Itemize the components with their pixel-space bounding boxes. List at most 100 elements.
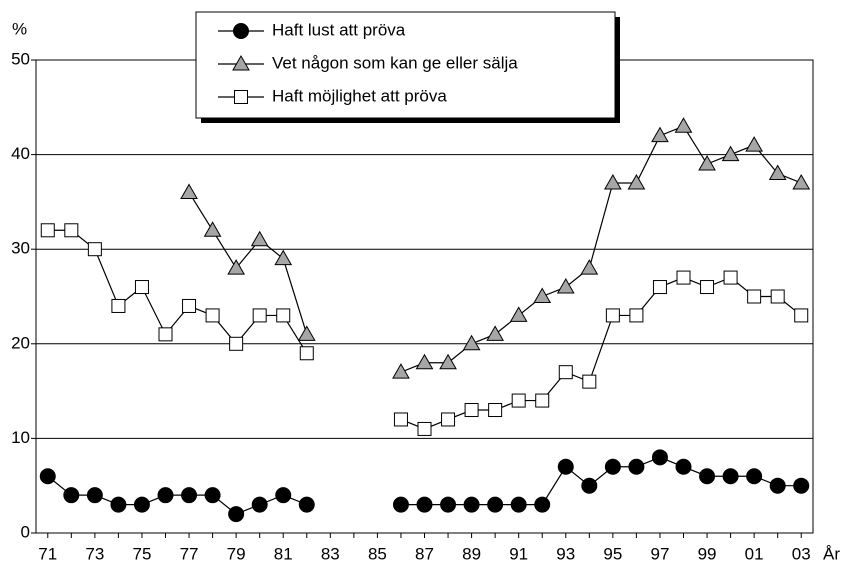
data-point xyxy=(415,353,434,370)
x-tick-label: 87 xyxy=(415,544,434,563)
data-point xyxy=(87,242,102,257)
data-point xyxy=(392,496,409,513)
data-point xyxy=(629,308,644,323)
legend-marker xyxy=(232,54,250,71)
data-point xyxy=(699,468,716,485)
data-point xyxy=(746,468,763,485)
data-point xyxy=(86,487,103,504)
data-point xyxy=(723,270,738,285)
data-point xyxy=(227,259,245,275)
x-tick-label: 93 xyxy=(556,544,575,563)
data-point xyxy=(158,327,173,342)
data-point xyxy=(440,496,457,513)
data-point xyxy=(488,403,503,418)
x-tick-label: 83 xyxy=(321,544,340,563)
data-point xyxy=(604,458,621,475)
data-point xyxy=(393,412,408,427)
x-tick-label: 81 xyxy=(274,544,293,563)
data-point xyxy=(64,223,79,238)
data-point xyxy=(794,308,809,323)
data-point xyxy=(229,336,244,351)
data-point xyxy=(297,325,316,341)
data-point xyxy=(792,173,811,190)
x-axis-label: År xyxy=(823,544,840,563)
data-point xyxy=(745,136,763,152)
data-point xyxy=(721,145,740,162)
data-point xyxy=(181,487,198,504)
x-tick-label: 03 xyxy=(792,544,811,563)
data-point xyxy=(157,487,174,504)
data-point xyxy=(557,458,574,475)
x-tick-label: 77 xyxy=(180,544,199,563)
plot-area xyxy=(35,59,814,534)
y-tick-label: 50 xyxy=(11,49,30,68)
data-point xyxy=(676,270,691,285)
data-point xyxy=(134,280,149,295)
data-point xyxy=(462,334,481,351)
data-point xyxy=(182,298,197,313)
data-point xyxy=(416,496,433,513)
data-point xyxy=(299,346,314,361)
legend-label: Haft möjlighet att pröva xyxy=(272,86,447,105)
y-tick-label: 10 xyxy=(11,428,30,447)
data-point xyxy=(793,477,810,494)
data-point xyxy=(534,496,551,513)
data-point xyxy=(652,280,667,295)
data-point xyxy=(582,374,597,389)
data-point xyxy=(628,458,645,475)
data-point xyxy=(581,477,598,494)
x-tick-label: 89 xyxy=(462,544,481,563)
x-tick-label: 97 xyxy=(650,544,669,563)
data-point xyxy=(769,477,786,494)
data-point xyxy=(40,223,55,238)
data-point xyxy=(651,449,668,466)
x-tick-label: 99 xyxy=(698,544,717,563)
legend-label: Vet någon som kan ge eller sälja xyxy=(272,53,518,72)
data-point xyxy=(605,308,620,323)
data-point xyxy=(510,496,527,513)
data-point xyxy=(722,468,739,485)
x-tick-label: 95 xyxy=(603,544,622,563)
x-tick-label: 75 xyxy=(132,544,151,563)
data-point xyxy=(110,496,127,513)
y-tick-label: 30 xyxy=(11,239,30,258)
data-point xyxy=(203,221,222,237)
data-point xyxy=(770,289,785,304)
data-point xyxy=(675,458,692,475)
x-tick-label: 01 xyxy=(745,544,764,563)
data-point xyxy=(251,496,268,513)
y-tick-label: 0 xyxy=(21,522,30,541)
data-point xyxy=(392,363,410,379)
data-point xyxy=(180,183,198,199)
data-point xyxy=(439,353,457,370)
legend-label: Haft lust att pröva xyxy=(272,20,406,39)
data-point xyxy=(487,496,504,513)
data-point xyxy=(274,249,293,266)
y-tick-label: 40 xyxy=(11,144,30,163)
data-point xyxy=(205,308,220,323)
data-point xyxy=(511,393,526,408)
x-tick-label: 79 xyxy=(227,544,246,563)
data-point xyxy=(252,308,267,323)
x-tick-label: 91 xyxy=(509,544,528,563)
data-point xyxy=(228,506,245,523)
data-point xyxy=(441,412,456,427)
x-tick-label: 71 xyxy=(38,544,57,563)
data-point xyxy=(276,308,291,323)
data-point xyxy=(204,487,221,504)
data-point xyxy=(464,403,479,418)
data-point xyxy=(275,487,292,504)
data-point xyxy=(111,298,126,313)
data-point xyxy=(556,278,575,294)
legend-marker xyxy=(233,23,249,39)
data-point xyxy=(486,325,504,341)
data-point xyxy=(700,280,715,295)
legend xyxy=(195,11,616,119)
data-point xyxy=(651,126,669,143)
data-point xyxy=(604,173,622,190)
data-point xyxy=(463,496,480,513)
data-point xyxy=(558,365,573,380)
data-point xyxy=(580,259,599,275)
data-point xyxy=(533,287,552,303)
